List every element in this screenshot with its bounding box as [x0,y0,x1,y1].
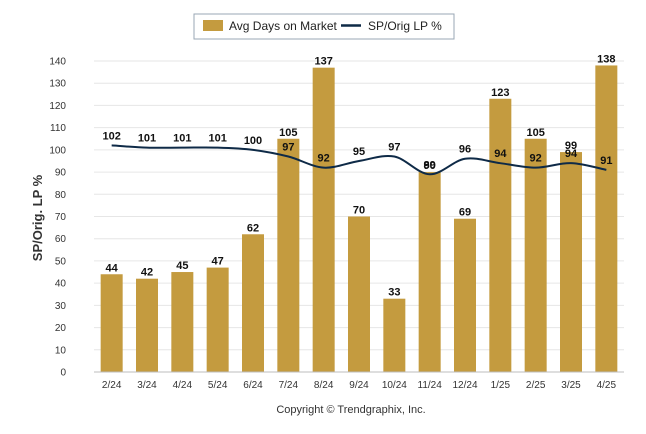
y-tick-label: 10 [55,345,67,356]
y-tick-label: 90 [55,168,67,179]
line-value-label: 95 [353,146,365,158]
bar-value-label: 33 [388,287,400,299]
bar-value-label: 70 [353,205,365,217]
line-value-label: 100 [244,135,262,147]
bar-value-label: 45 [176,260,188,272]
line-value-label: 102 [102,130,120,142]
x-tick-label: 2/25 [526,380,546,391]
x-tick-label: 8/24 [314,380,334,391]
bar [524,138,547,372]
y-axis-label: SP/Orig. LP % [30,174,45,261]
line-value-label: 92 [530,153,542,165]
x-tick-label: 10/24 [382,380,407,391]
line-value-label: 101 [208,133,226,145]
legend: Avg Days on Market SP/Orig LP % [193,13,455,40]
bar [383,298,406,372]
sp-orig-lp-line [111,144,607,176]
line-value-label: 94 [494,148,507,160]
line-layer [111,144,607,176]
y-tick-label: 0 [60,368,66,379]
bar [136,278,158,372]
line-value-label: 89 [424,159,436,171]
bar [171,272,194,372]
y-tick-label: 70 [55,212,67,223]
x-tick-label: 4/24 [173,380,193,391]
y-tick-label: 130 [49,79,66,90]
line-value-label: 91 [600,155,612,167]
line-value-label: 101 [173,133,191,145]
legend-bar-swatch [203,20,223,31]
legend-box [193,13,455,40]
x-tick-label: 9/24 [349,380,369,391]
bar [348,216,370,372]
line-value-label: 94 [565,148,578,160]
bar-value-label: 123 [491,87,509,99]
bar-value-label: 44 [106,262,119,274]
legend-bar-label: Avg Days on Market [229,19,337,33]
x-tick-label: 12/24 [452,380,477,391]
y-tick-label: 60 [55,234,67,245]
bar-value-label: 90 [424,160,436,172]
bar-value-label: 42 [141,267,153,279]
bar-value-label: 62 [247,222,259,234]
bar [595,65,618,372]
bar-value-label: 99 [565,140,577,152]
x-tick-label: 3/25 [561,380,581,391]
bar [312,67,335,373]
bar [242,234,264,372]
bar [100,274,123,372]
line-value-label: 92 [318,153,330,165]
bar [560,152,582,372]
x-tick-label: 7/24 [279,380,299,391]
y-tick-label: 40 [55,279,67,290]
label-layer: 44 42 45 47 62 105 137 70 33 90 69 123 105 99 138 102 10… [102,53,615,298]
x-tick-label: 11/24 [418,380,443,391]
axis-layer: 0 10 20 30 40 50 60 70 80 90 100 110 120 130 140 2/24 3/… [49,57,624,391]
x-tick-label: 4/25 [597,380,617,391]
bar-layer [100,65,618,373]
x-tick-label: 2/24 [102,380,122,391]
bar-value-label: 47 [212,256,224,268]
y-tick-label: 140 [49,57,66,68]
legend-line-label: SP/Orig LP % [368,19,442,33]
bar-value-label: 138 [597,53,615,65]
bar [454,218,476,372]
y-tick-label: 50 [55,256,67,267]
line-value-label: 97 [282,142,294,154]
y-tick-label: 100 [49,145,66,156]
copyright-footer: Copyright © Trendgraphix, Inc. [276,404,425,416]
y-tick-label: 120 [49,101,66,112]
bar [206,267,229,372]
x-tick-label: 6/24 [243,380,263,391]
line-value-label: 96 [459,144,471,156]
line-value-label: 101 [138,133,156,145]
bar-value-label: 105 [279,127,297,139]
bar-value-label: 105 [526,127,544,139]
bar [418,172,441,372]
x-tick-label: 5/24 [208,380,228,391]
line-value-label: 97 [388,142,400,154]
bar-value-label: 137 [314,56,332,68]
x-tick-label: 3/24 [137,380,157,391]
y-tick-label: 80 [55,190,67,201]
y-tick-label: 20 [55,323,67,334]
y-tick-label: 110 [50,123,66,134]
bar [489,98,512,372]
bar-value-label: 69 [459,207,471,219]
y-tick-label: 30 [55,301,67,312]
x-tick-label: 1/25 [491,380,511,391]
bar [277,138,300,372]
